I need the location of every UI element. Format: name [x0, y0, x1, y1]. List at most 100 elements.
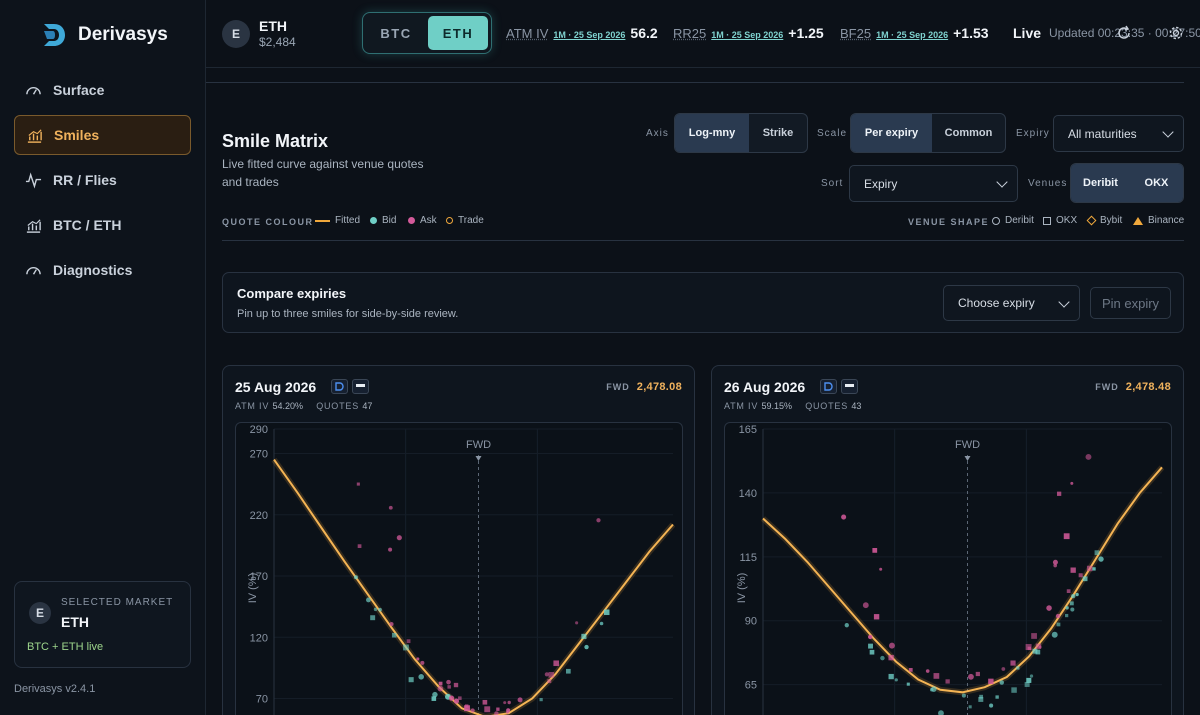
bid-quote-marker [1052, 632, 1058, 638]
y-tick-label: 120 [250, 632, 268, 644]
ask-quote-marker [471, 708, 475, 712]
gauge-icon [25, 82, 42, 99]
bid-quote-marker [989, 704, 993, 708]
bid-quote-marker [566, 669, 571, 674]
chart-icon [26, 127, 43, 144]
ask-quote-marker [988, 679, 993, 684]
axis-log-mny-button[interactable]: Log-mny [675, 114, 749, 152]
dot-icon [370, 217, 377, 224]
legend-label: Bid [382, 215, 396, 226]
bid-quote-marker [889, 674, 894, 679]
smile-plot[interactable]: 290 270 220 170 120 70 IV (%) FWD [235, 422, 683, 715]
sidebar-item-surface[interactable]: Surface [14, 70, 191, 110]
ask-quote-marker [547, 679, 551, 683]
ask-quote-marker [1056, 614, 1060, 618]
ask-quote-marker [879, 568, 882, 571]
sort-select-value: Expiry [864, 177, 897, 191]
forward-marker-icon [476, 456, 482, 461]
venue-okx-button[interactable]: OKX [1130, 164, 1183, 202]
bid-quote-marker [1057, 623, 1061, 627]
metric-rr25: RR25 1M · 25 Sep 2026 +1.25 [673, 25, 824, 41]
ask-quote-marker [1057, 492, 1061, 496]
y-tick-label: 70 [256, 694, 268, 706]
ask-quote-marker [872, 548, 877, 553]
ask-quote-marker [863, 602, 869, 608]
scale-common-button[interactable]: Common [932, 114, 1005, 152]
sidebar-item-btc-eth[interactable]: BTC / ETH [14, 205, 191, 245]
venue-deribit-button[interactable]: Deribit [1071, 164, 1130, 202]
sort-select[interactable]: Expiry [849, 165, 1018, 202]
fwd-value: 2,478.08 [637, 381, 682, 393]
pin-expiry-button[interactable]: Pin expiry [1090, 287, 1171, 319]
toggle-eth[interactable]: ETH [428, 16, 488, 50]
live-indicator: Live [1013, 25, 1041, 41]
ask-quote-marker [494, 711, 498, 715]
divider [222, 240, 1184, 241]
compare-expiries-panel: Compare expiries Pin up to three smiles … [222, 272, 1184, 333]
legend-label: Bybit [1100, 215, 1122, 226]
bid-quote-marker [931, 686, 937, 692]
fitted-curve [274, 460, 673, 715]
app-name: Derivasys [78, 24, 168, 46]
ask-quote-marker [446, 680, 451, 685]
fitted-curve [763, 467, 1162, 692]
sidebar: Derivasys Surface Smiles RR / Flies BTC … [0, 0, 206, 715]
ask-quote-marker [1026, 644, 1032, 650]
square-icon [1043, 217, 1051, 225]
bid-quote-marker [370, 615, 375, 620]
market-value: ETH [61, 614, 89, 630]
bid-quote-marker [366, 598, 371, 603]
metric-tag: 1M · 25 Sep 2026 [553, 30, 625, 40]
expiry-select-value: All maturities [1068, 127, 1137, 141]
sidebar-item-rr-flies[interactable]: RR / Flies [14, 160, 191, 200]
metric-tag: 1M · 25 Sep 2026 [876, 30, 948, 40]
ask-quote-marker [596, 518, 600, 522]
divider [206, 82, 1184, 83]
axis-strike-button[interactable]: Strike [749, 114, 807, 152]
bid-quote-marker [604, 610, 610, 616]
market-status: BTC + ETH live [27, 641, 103, 653]
sidebar-item-smiles[interactable]: Smiles [14, 115, 191, 155]
y-tick-label: 115 [739, 552, 757, 564]
quotes-label: QUOTES [316, 401, 359, 411]
scale-per-expiry-button[interactable]: Per expiry [851, 114, 932, 152]
choose-expiry-select[interactable]: Choose expiry [943, 285, 1080, 321]
legend-binance: Binance [1133, 215, 1184, 226]
ask-quote-marker [889, 643, 895, 649]
bid-quote-marker [1026, 678, 1031, 683]
legend-ask: Ask [408, 215, 437, 226]
toggle-btc[interactable]: BTC [366, 16, 426, 50]
sidebar-item-diagnostics[interactable]: Diagnostics [14, 250, 191, 290]
app-logo[interactable]: Derivasys [42, 22, 168, 48]
refresh-icon[interactable] [1116, 25, 1132, 41]
bid-quote-marker [868, 644, 873, 649]
metric-tag: 1M · 25 Sep 2026 [711, 30, 783, 40]
bid-quote-marker [1083, 576, 1088, 581]
ask-quote-marker [945, 679, 949, 683]
ask-quote-marker [389, 506, 393, 510]
scale-toggle: Per expiry Common [850, 113, 1006, 153]
bid-quote-marker [581, 634, 586, 639]
ask-quote-marker [1031, 633, 1037, 639]
smile-plot[interactable]: 165 140 115 90 65 IV (%) FWD [724, 422, 1172, 715]
axis-label: Axis [646, 128, 669, 139]
ask-quote-marker [1046, 605, 1052, 611]
settings-gear-icon[interactable] [1168, 25, 1184, 41]
metric-name: BF25 [840, 26, 871, 41]
expiry-label: Expiry [1016, 128, 1050, 139]
venue-shape-legend-title: VENUE SHAPE [908, 217, 989, 227]
ask-quote-marker [874, 614, 879, 619]
venues-label: Venues [1028, 178, 1067, 189]
forward-marker-label: FWD [466, 439, 491, 451]
card-expiry-title: 26 Aug 2026 [724, 379, 805, 395]
ask-quote-marker [447, 685, 450, 688]
ask-quote-marker [389, 622, 393, 626]
ask-quote-marker [388, 548, 392, 552]
forward-price: FWD 2,478.08 [606, 381, 682, 393]
bid-quote-marker [870, 650, 875, 655]
bid-quote-marker [1098, 556, 1103, 561]
ask-quote-marker [545, 672, 549, 676]
page-subtitle: Live fitted curve against venue quotes a… [222, 155, 442, 191]
expiry-select[interactable]: All maturities [1053, 115, 1184, 152]
ask-quote-marker [397, 535, 402, 540]
